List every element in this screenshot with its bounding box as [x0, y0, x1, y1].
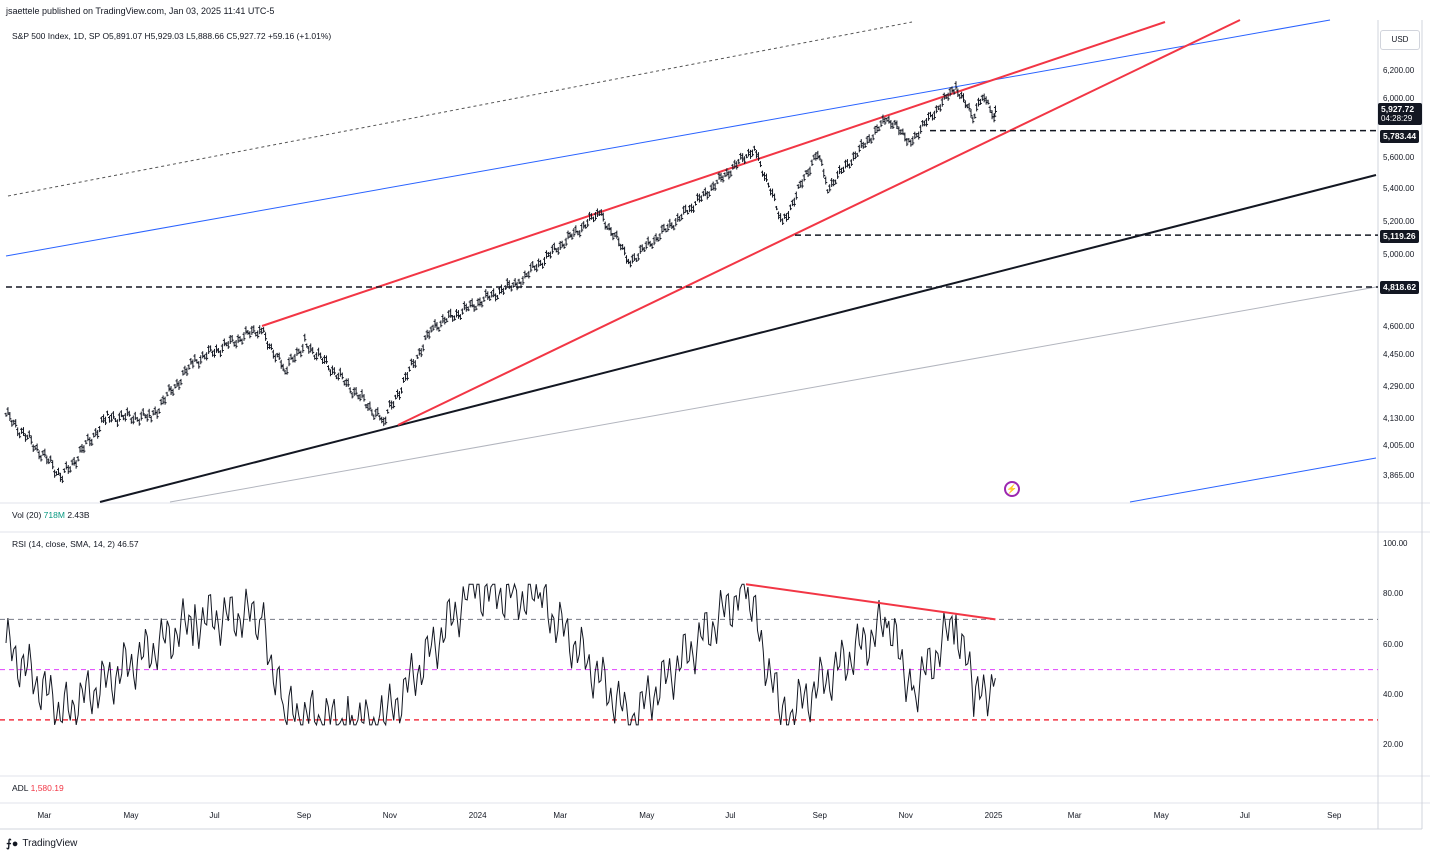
- bar-countdown: 04:28:29: [1381, 114, 1413, 123]
- volume-label: Vol (20): [12, 510, 42, 520]
- ohlc-open: O5,891.07: [102, 31, 143, 41]
- time-axis-tick: Mar: [37, 811, 52, 820]
- rsi-divergence-line: [745, 583, 996, 621]
- price-axis-tick: 4,450.00: [1383, 350, 1415, 360]
- level-label-1: 5,783.44: [1380, 130, 1420, 143]
- price-change: +59.16 (+1.01%): [267, 31, 332, 41]
- price-axis-tick: 4,130.00: [1383, 414, 1415, 424]
- adl-label: ADL: [12, 783, 29, 793]
- volume-value-1: 718M: [43, 510, 65, 520]
- price-axis-tick: 4,600.00: [1383, 321, 1415, 331]
- main-legend: S&P 500 Index, 1D, SP O5,891.07 H5,929.0…: [12, 31, 331, 41]
- rsi-value: 46.57: [117, 539, 139, 549]
- level-label-3: 4,818.62: [1380, 281, 1420, 294]
- dashed-upper-channel: [7, 21, 913, 197]
- time-axis-tick: 2025: [984, 811, 1003, 820]
- time-axis-tick: Jul: [209, 811, 220, 820]
- time-axis-tick: May: [123, 811, 139, 820]
- grey-channel: [169, 286, 1377, 503]
- rsi-axis-tick: 60.00: [1383, 639, 1404, 649]
- adl-legend: ADL 1,580.19: [12, 783, 64, 793]
- flash-icon[interactable]: ⚡: [1004, 481, 1020, 497]
- symbol-name[interactable]: S&P 500 Index, 1D, SP: [12, 31, 101, 41]
- price-bars: [4, 81, 997, 484]
- price-axis-tick: 5,200.00: [1383, 216, 1415, 226]
- time-axis-tick: 2024: [468, 811, 487, 820]
- price-axis-tick: 5,600.00: [1383, 153, 1415, 163]
- volume-legend: Vol (20) 718M 2.43B: [12, 510, 90, 520]
- time-axis-tick: Nov: [898, 811, 913, 820]
- rsi-legend: RSI (14, close, SMA, 14, 2) 46.57: [12, 539, 139, 549]
- rsi-axis-tick: 40.00: [1383, 689, 1404, 699]
- price-axis-tick: 5,400.00: [1383, 184, 1415, 194]
- ohlc-close: C5,927.72: [226, 31, 266, 41]
- time-axis-tick: Mar: [1067, 811, 1082, 820]
- tradingview-logo[interactable]: ⨍● TradingView: [6, 837, 77, 850]
- price-axis-tick: 3,865.00: [1383, 471, 1415, 480]
- tradingview-logo-text: TradingView: [22, 838, 78, 849]
- time-axis-tick: Jul: [1239, 811, 1250, 820]
- current-price-label: 5,927.72 04:28:29: [1378, 103, 1422, 125]
- time-axis-tick: Sep: [296, 811, 312, 820]
- ohlc-high: H5,929.03: [144, 31, 184, 41]
- time-axis-tick: May: [639, 811, 655, 820]
- rsi-label: RSI (14, close, SMA, 14, 2): [12, 539, 115, 549]
- time-axis-tick: Mar: [553, 811, 568, 820]
- currency-button[interactable]: USD: [1380, 30, 1420, 50]
- price-axis-tick: 5,000.00: [1383, 250, 1415, 260]
- red-trendline-lower: [397, 19, 1241, 426]
- rsi-line: [5, 582, 996, 727]
- rsi-pane: [0, 582, 1378, 727]
- tv-mark-icon: ⨍●: [6, 838, 19, 850]
- volume-value-2: 2.43B: [67, 510, 90, 520]
- price-axis-tick: 6,000.00: [1383, 94, 1415, 104]
- adl-value: 1,580.19: [30, 783, 64, 793]
- price-axis-tick: 4,290.00: [1383, 381, 1415, 391]
- time-axis-tick: May: [1153, 811, 1169, 820]
- current-price: 5,927.72: [1381, 104, 1415, 114]
- time-axis-tick: Sep: [812, 811, 827, 820]
- time-axis-tick: Jul: [725, 811, 736, 820]
- time-axis-tick: Nov: [382, 811, 398, 820]
- rsi-axis-tick: 20.00: [1383, 740, 1404, 749]
- blue-channel-lower: [1129, 457, 1377, 503]
- blue-channel-upper: [5, 19, 1331, 257]
- price-axis-tick: 6,200.00: [1383, 66, 1415, 75]
- black-trendline: [99, 174, 1377, 503]
- rsi-axis-tick: 100.00: [1383, 539, 1408, 548]
- level-label-2: 5,119.26: [1380, 230, 1419, 243]
- rsi-axis-tick: 80.00: [1383, 589, 1404, 599]
- price-axis-tick: 4,005.00: [1383, 440, 1415, 450]
- ohlc-low: L5,888.66: [186, 31, 224, 41]
- red-trendline-upper: [261, 21, 1166, 327]
- price-pane: [4, 19, 1378, 503]
- time-axis-tick: Sep: [1327, 811, 1342, 820]
- publisher-line: jsaettele published on TradingView.com, …: [6, 6, 275, 16]
